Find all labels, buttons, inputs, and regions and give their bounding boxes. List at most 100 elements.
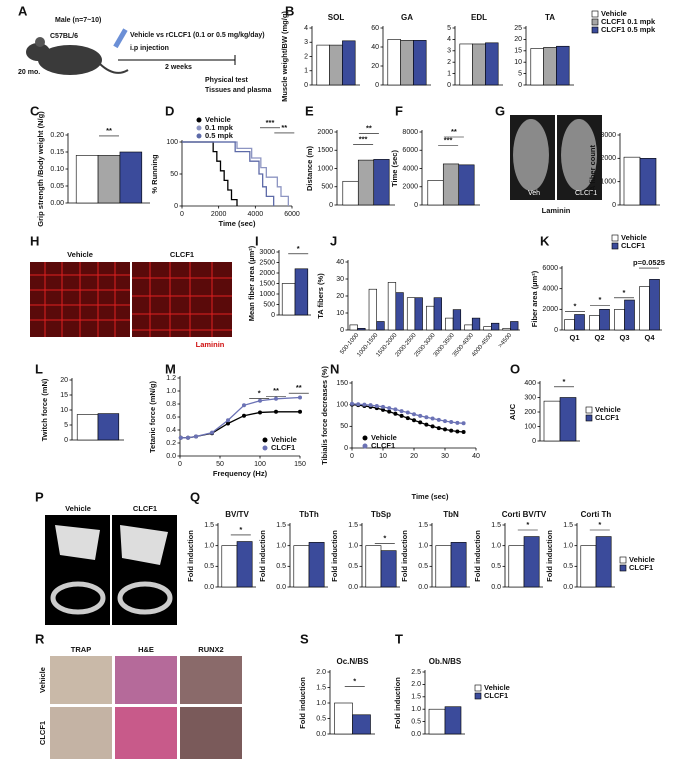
image-label: CLCF1	[170, 250, 194, 259]
histology	[180, 707, 242, 759]
y-tick-label: 8000	[402, 129, 418, 136]
point	[226, 421, 230, 426]
annotation: **	[273, 386, 279, 395]
legend-label: Vehicle	[601, 9, 627, 18]
section	[561, 119, 597, 191]
x-tick-label: 20	[410, 453, 418, 460]
y-tick-label: 0.0	[204, 584, 214, 591]
y-tick-label: 100	[166, 139, 178, 146]
image-label: H&E	[138, 645, 154, 654]
panel-letter: G	[495, 103, 505, 118]
bar	[623, 156, 641, 206]
mouse-ear	[35, 37, 45, 47]
image-label: Veh	[528, 190, 540, 197]
y-axis-label: Fiber area (µm²)	[530, 270, 539, 327]
y-tick-label: 0.0	[563, 584, 573, 591]
point	[274, 409, 278, 414]
bar	[387, 282, 397, 331]
legend-swatch	[591, 26, 599, 34]
y-tick-label: 0.5	[411, 718, 421, 725]
y-tick-label: 1.5	[491, 522, 501, 529]
panel-letter: T	[395, 631, 403, 646]
bar	[352, 714, 371, 735]
legend-swatch	[611, 242, 619, 250]
annotation: ***	[266, 118, 275, 127]
y-tick-label: 1500	[317, 147, 333, 154]
legend-swatch	[196, 125, 202, 131]
bar	[349, 324, 358, 331]
duration: 2 weeks	[165, 64, 192, 71]
x-tick-label: 50	[216, 461, 224, 468]
y-tick-label: 20	[371, 63, 379, 70]
bar	[502, 327, 511, 331]
bar	[435, 545, 452, 588]
point	[455, 429, 460, 434]
y-tick-label: 0	[340, 327, 344, 334]
point	[461, 421, 466, 426]
annotation: *	[574, 301, 577, 310]
series-line	[182, 141, 289, 206]
y-tick-label: 0.0	[166, 453, 176, 460]
y-tick-label: 0.5	[563, 563, 573, 570]
y-tick-label: 0.10	[50, 166, 64, 173]
chart-title: Ob.N/BS	[429, 657, 462, 666]
y-tick-label: 400	[524, 380, 536, 387]
point	[298, 395, 302, 400]
point	[381, 404, 385, 409]
image-label: RUNX2	[198, 645, 223, 654]
bar	[458, 164, 475, 206]
cortical	[50, 581, 106, 615]
legend-swatch	[196, 133, 202, 139]
bar	[365, 545, 382, 588]
y-axis-label: Fold induction	[258, 530, 267, 582]
bar	[471, 317, 481, 331]
chart-title: GA	[401, 13, 413, 22]
bar	[400, 40, 414, 86]
panel-letter: J	[330, 233, 337, 248]
y-tick-label: 150	[336, 380, 348, 387]
y-tick-label: 5	[64, 422, 68, 429]
y-axis-label: Mean fiber area (µm²)	[247, 245, 256, 321]
y-tick-label: 6000	[542, 265, 558, 272]
x-tick-label: 150	[294, 461, 306, 468]
y-tick-label: 40	[336, 259, 344, 266]
bar	[97, 413, 120, 441]
annotation: ***	[444, 136, 453, 145]
bar	[427, 180, 444, 206]
bar	[459, 43, 473, 86]
y-tick-label: 300	[524, 394, 536, 401]
legend-label: Vehicle	[621, 233, 647, 242]
point	[436, 417, 441, 422]
bar	[221, 545, 238, 588]
bar	[523, 536, 540, 588]
point	[387, 406, 392, 411]
y-tick-label: 50	[340, 423, 348, 430]
image-label: Vehicle	[67, 250, 93, 259]
panel-letter: R	[35, 631, 45, 646]
y-tick-label: 0.0	[276, 584, 286, 591]
annotation: *	[353, 676, 356, 685]
bar	[387, 39, 401, 86]
image-label: CLCF1	[575, 190, 597, 197]
point	[412, 418, 416, 423]
bar	[236, 541, 253, 588]
route: i.p injection	[130, 45, 169, 52]
section	[513, 119, 549, 191]
bar	[433, 297, 442, 331]
y-tick-label: 100	[524, 423, 536, 430]
bar	[97, 155, 121, 204]
panel-letter: N	[330, 361, 339, 376]
point	[443, 427, 447, 432]
y-tick-label: 1.2	[166, 375, 176, 382]
treatment: Vehicle vs rCLCF1 (0.1 or 0.5 mg/kg/day)	[130, 32, 265, 39]
y-tick-label: 5	[518, 70, 522, 77]
bar	[595, 536, 612, 588]
y-tick-label: 15	[514, 48, 522, 55]
legend-swatch	[474, 692, 482, 700]
endpoint: Physical test	[205, 77, 248, 84]
chart-title: TbSp	[371, 510, 391, 519]
y-tick-label: 0.00	[50, 200, 64, 207]
y-tick-label: 60	[371, 25, 379, 32]
y-axis-label: Tibialis force decreases (%)	[320, 366, 329, 465]
